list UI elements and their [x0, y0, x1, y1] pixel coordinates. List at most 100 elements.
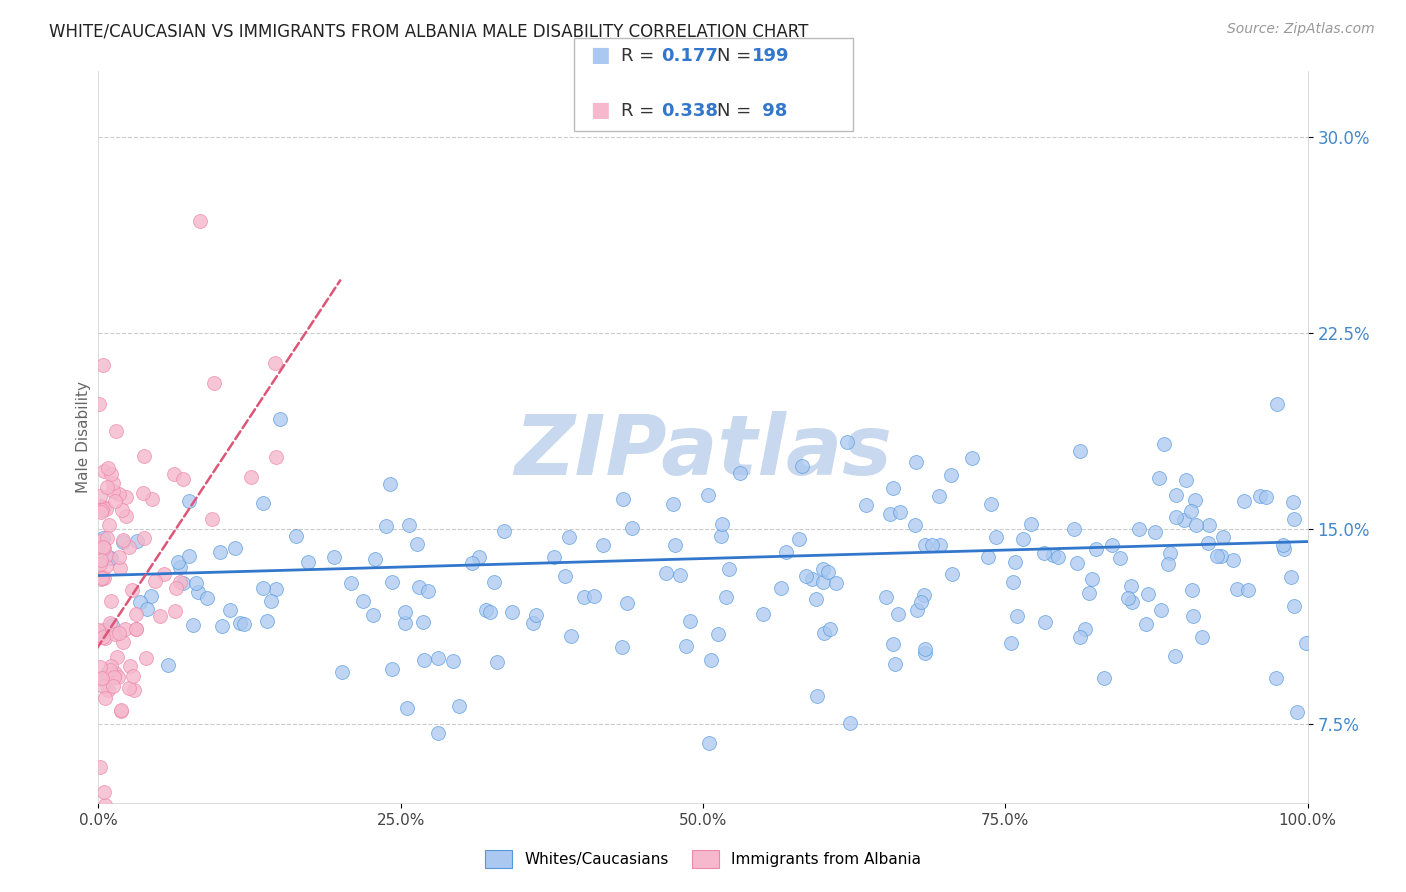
Point [882, 481, 904, 495]
Point [1233, 494, 1256, 508]
Point [143, 574, 166, 588]
Point [101, 475, 124, 490]
Point [939, 468, 962, 483]
Point [264, 450, 287, 465]
Point [179, 494, 201, 508]
Point [125, 622, 148, 636]
Point [1166, 488, 1188, 502]
Point [90, 553, 112, 567]
Point [98, 616, 121, 631]
Point [89, 533, 111, 548]
Point [479, 605, 502, 619]
Point [1033, 615, 1056, 629]
Point [239, 470, 262, 484]
Point [260, 594, 283, 608]
Point [89, 489, 111, 503]
Point [100, 551, 122, 566]
Point [839, 716, 862, 731]
Point [90, 505, 112, 519]
Point [775, 545, 797, 559]
Point [412, 615, 434, 629]
Point [125, 622, 148, 636]
Point [263, 356, 285, 370]
Point [108, 560, 131, 574]
Point [284, 529, 307, 543]
Point [405, 537, 427, 551]
Point [418, 583, 440, 598]
Point [381, 662, 404, 676]
Point [229, 616, 252, 631]
Point [111, 533, 134, 548]
Point [122, 682, 145, 697]
Point [96, 480, 118, 494]
Point [1274, 541, 1296, 556]
Point [811, 562, 834, 576]
Point [104, 493, 127, 508]
Point [252, 581, 274, 595]
Point [728, 466, 751, 480]
Point [156, 658, 179, 673]
Point [813, 626, 835, 640]
Point [87, 832, 110, 847]
Point [163, 604, 186, 618]
Point [183, 618, 205, 632]
Point [91, 531, 114, 545]
Point [90, 572, 112, 586]
Point [1135, 617, 1157, 632]
Point [93, 500, 115, 514]
Point [104, 627, 127, 641]
Point [441, 654, 464, 668]
Point [264, 582, 287, 596]
Point [139, 589, 162, 603]
Point [711, 517, 734, 532]
Point [121, 583, 143, 598]
Text: Source: ZipAtlas.com: Source: ZipAtlas.com [1227, 22, 1375, 37]
Point [340, 576, 363, 591]
Point [114, 490, 136, 504]
Point [1144, 524, 1167, 539]
Text: ■: ■ [591, 101, 610, 120]
Point [752, 607, 775, 622]
Point [1226, 582, 1249, 596]
Point [127, 533, 149, 548]
Point [93, 571, 115, 585]
Point [103, 670, 125, 684]
Point [522, 615, 544, 630]
Point [152, 566, 174, 581]
Point [1206, 549, 1229, 563]
Point [770, 582, 793, 596]
Point [398, 517, 420, 532]
Point [1256, 490, 1278, 504]
Point [107, 670, 129, 684]
Point [574, 590, 596, 604]
Point [914, 646, 936, 660]
Point [135, 651, 157, 665]
Point [1021, 516, 1043, 531]
Point [811, 575, 834, 590]
Point [381, 574, 404, 589]
Point [1109, 551, 1132, 566]
Point [380, 477, 402, 491]
Point [1166, 510, 1188, 524]
Point [1066, 557, 1088, 571]
Point [806, 689, 828, 703]
Point [787, 532, 810, 546]
Point [1164, 648, 1187, 663]
Point [184, 576, 207, 591]
Point [697, 736, 720, 750]
Point [187, 584, 209, 599]
Point [717, 562, 740, 576]
Point [1092, 671, 1115, 685]
Text: 0.338: 0.338 [661, 103, 718, 120]
Point [108, 487, 131, 501]
Point [921, 538, 943, 552]
Point [413, 653, 436, 667]
Point [94, 798, 117, 813]
Point [669, 567, 692, 582]
Point [91, 503, 114, 517]
Point [1077, 586, 1099, 600]
Point [394, 605, 416, 619]
Point [427, 651, 450, 665]
Point [208, 545, 231, 559]
Point [96, 666, 118, 681]
